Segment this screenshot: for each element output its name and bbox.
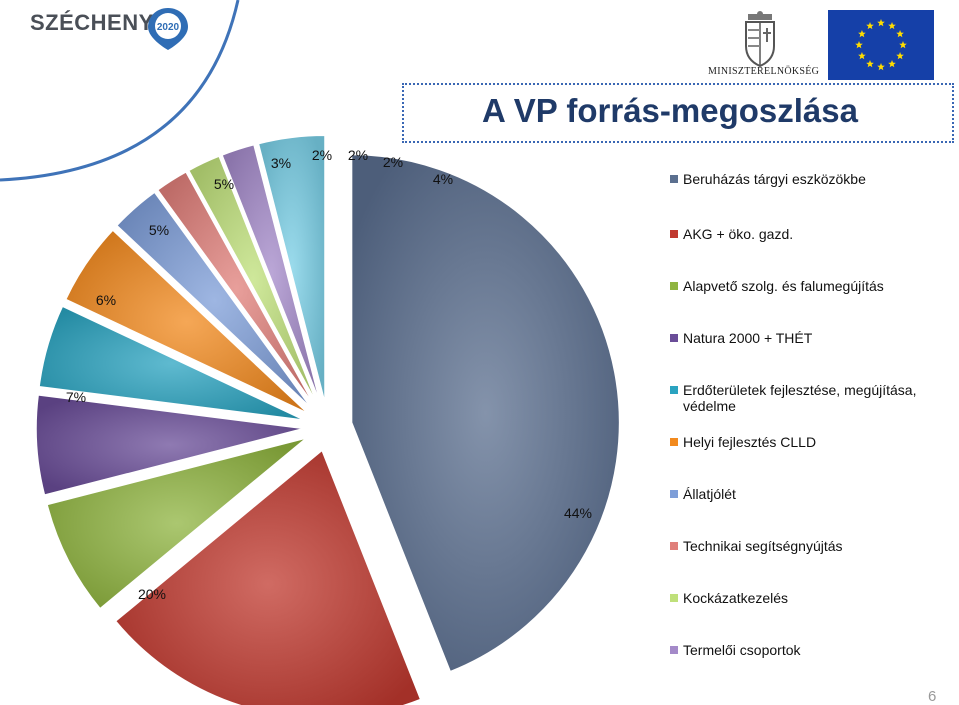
legend-swatch bbox=[670, 386, 678, 394]
legend-label: Beruházás tárgyi eszközökbe bbox=[683, 171, 866, 187]
legend-swatch bbox=[670, 282, 678, 290]
legend-swatch bbox=[670, 594, 678, 602]
eu-star-icon bbox=[855, 41, 863, 49]
eu-star-icon bbox=[896, 30, 904, 38]
pie-slice bbox=[35, 394, 305, 497]
eu-star-icon bbox=[877, 19, 885, 27]
slice-data-label: 2% bbox=[312, 147, 332, 163]
legend-label: Technikai segítségnyújtás bbox=[683, 538, 843, 554]
pie-slice bbox=[350, 153, 621, 673]
pie-slice bbox=[64, 228, 309, 415]
eu-star-icon bbox=[866, 60, 874, 68]
decorative-arc bbox=[0, 0, 240, 182]
pie-slice bbox=[114, 449, 422, 705]
hungarian-crest-icon bbox=[745, 11, 775, 68]
page-number: 6 bbox=[928, 688, 937, 705]
slice-data-label: 2% bbox=[348, 147, 368, 163]
pie-slice bbox=[38, 305, 306, 422]
eu-flag-icon bbox=[828, 10, 934, 80]
title-frame bbox=[402, 83, 954, 143]
slice-data-label: 7% bbox=[66, 389, 86, 405]
legend-swatch bbox=[670, 542, 678, 550]
pie-slice bbox=[46, 437, 308, 610]
legend-swatch bbox=[670, 175, 678, 183]
legend-label: Erdőterületek fejlesztése, megújítása, v… bbox=[683, 382, 917, 414]
legend-label: Kockázatkezelés bbox=[683, 590, 789, 606]
legend-swatch bbox=[670, 334, 678, 342]
eu-star-icon bbox=[899, 41, 907, 49]
legend-swatch bbox=[670, 438, 678, 446]
pie-slice bbox=[257, 134, 326, 404]
eu-star-icon bbox=[888, 60, 896, 68]
legend-label: AKG + öko. gazd. bbox=[683, 226, 794, 242]
legend-swatch bbox=[670, 230, 678, 238]
slice-data-label: 6% bbox=[96, 292, 116, 308]
eu-star-icon bbox=[896, 52, 904, 60]
page-title: A VP forrás-megoszlása bbox=[482, 92, 858, 129]
slice-data-label: 3% bbox=[271, 155, 291, 171]
logo-year: 2020 bbox=[157, 22, 180, 33]
legend-swatch bbox=[670, 490, 678, 498]
pie-chart: 44% 20% 7% 6% 5% 5% 3% 2% 2% 2% 4% bbox=[35, 134, 621, 705]
legend-swatch bbox=[670, 646, 678, 654]
slice-data-label: 5% bbox=[214, 176, 234, 192]
location-pin-icon: 2020 bbox=[148, 8, 188, 50]
pie-slice bbox=[220, 143, 322, 405]
legend-label: Állatjólét bbox=[683, 486, 736, 502]
slice-data-label: 4% bbox=[433, 171, 453, 187]
slice-data-label: 5% bbox=[149, 222, 169, 238]
legend-label: Alapvető szolg. és falumegújítás bbox=[683, 278, 884, 294]
eu-star-icon bbox=[877, 63, 885, 71]
eu-star-icon bbox=[866, 21, 874, 30]
slice-data-label: 44% bbox=[564, 505, 592, 521]
eu-star-icon bbox=[888, 21, 896, 30]
pie-slice bbox=[156, 170, 316, 408]
szechenyi-logo-text: SZÉCHENYI bbox=[30, 10, 161, 35]
eu-star-icon bbox=[858, 52, 866, 60]
legend-label: Helyi fejlesztés CLLD bbox=[683, 434, 817, 450]
pie-slice bbox=[115, 191, 313, 410]
legend-label: Termelői csoportok bbox=[683, 642, 801, 658]
ministry-label: MINISZTERELNÖKSÉG bbox=[708, 66, 820, 77]
slice-data-label: 2% bbox=[383, 154, 403, 170]
slice-data-label: 20% bbox=[138, 586, 166, 602]
pie-slice bbox=[187, 155, 319, 406]
eu-star-icon bbox=[858, 30, 866, 38]
legend-label: Natura 2000 + THÉT bbox=[683, 330, 813, 346]
